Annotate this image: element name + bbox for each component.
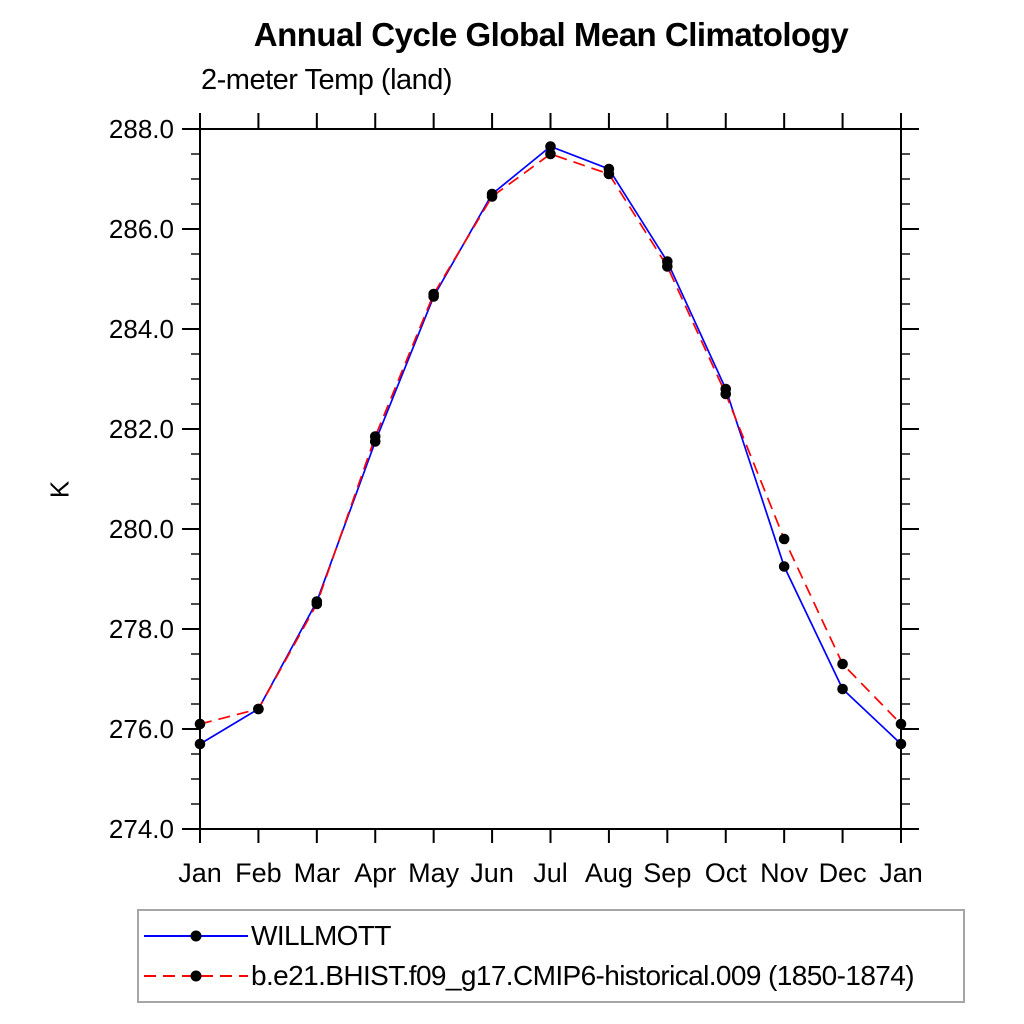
legend-item-willmott: WILLMOTT — [141, 920, 963, 952]
svg-text:276.0: 276.0 — [109, 714, 174, 744]
series-line-1 — [199, 153, 902, 725]
y-tick-labels: 288.0 286.0 284.0 282.0 280.0 278.0 276.0 274.0 — [109, 114, 174, 844]
svg-text:May: May — [408, 858, 460, 888]
svg-text:278.0: 278.0 — [109, 614, 174, 644]
svg-text:Aug: Aug — [585, 858, 633, 888]
svg-text:282.0: 282.0 — [109, 414, 174, 444]
svg-text:Nov: Nov — [760, 858, 809, 888]
axis-ticks — [182, 113, 919, 843]
svg-text:Apr: Apr — [354, 858, 396, 888]
legend-item-model: b.e21.BHIST.f09_g17.CMIP6-historical.009… — [141, 960, 963, 992]
svg-text:280.0: 280.0 — [109, 514, 174, 544]
legend-line-sample-dashed — [144, 970, 248, 982]
legend-marker-dot — [190, 930, 202, 942]
chart-title: Annual Cycle Global Mean Climatology — [253, 16, 849, 53]
series-markers-1 — [194, 148, 907, 730]
chart-subtitle: 2-meter Temp (land) — [201, 64, 453, 96]
series-line-0 — [199, 145, 902, 745]
svg-text:284.0: 284.0 — [109, 314, 174, 344]
legend-label-model: b.e21.BHIST.f09_g17.CMIP6-historical.009… — [251, 959, 915, 991]
legend-label-willmott: WILLMOTT — [251, 920, 391, 952]
plot-frame — [199, 128, 902, 830]
series-markers-0 — [194, 141, 907, 750]
svg-text:Oct: Oct — [705, 858, 748, 888]
svg-text:Jul: Jul — [533, 858, 568, 888]
x-tick-labels: Jan Feb Mar Apr May Jun Jul Aug Sep Oct Nov Dec Jan — [178, 858, 923, 888]
svg-text:Feb: Feb — [235, 858, 282, 888]
axis-minor-ticks — [191, 153, 910, 805]
legend-line-sample-solid — [144, 930, 248, 942]
svg-text:274.0: 274.0 — [109, 814, 174, 844]
svg-text:Sep: Sep — [643, 858, 691, 888]
svg-text:Mar: Mar — [294, 858, 341, 888]
svg-text:Jan: Jan — [178, 858, 222, 888]
svg-text:Dec: Dec — [819, 858, 867, 888]
legend-marker-dot — [190, 970, 202, 982]
legend-box: WILLMOTT b.e21.BHIST.f09_g17.CMIP6-histo… — [137, 909, 965, 1003]
svg-text:Jun: Jun — [470, 858, 514, 888]
svg-text:288.0: 288.0 — [109, 114, 174, 144]
svg-text:286.0: 286.0 — [109, 214, 174, 244]
svg-text:Jan: Jan — [879, 858, 923, 888]
